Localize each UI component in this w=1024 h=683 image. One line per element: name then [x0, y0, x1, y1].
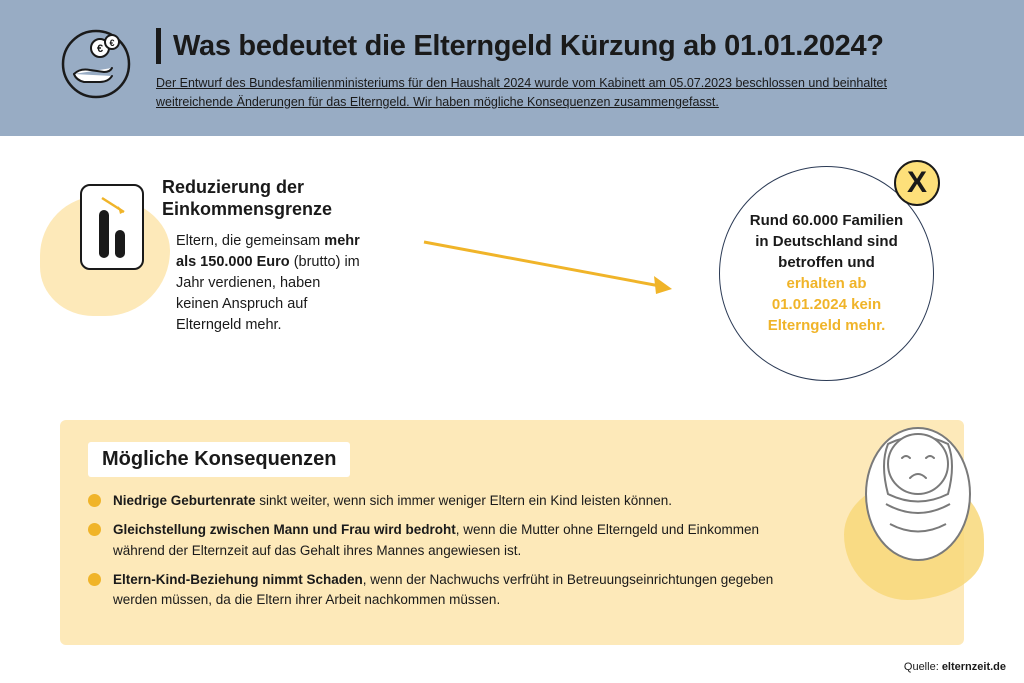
impact-circle: Rund 60.000 Familien in Deutschland sind… — [719, 166, 934, 381]
main-section: Reduzierung der Einkommensgrenze Eltern,… — [0, 136, 1024, 396]
reduction-title: Reduzierung der Einkommensgrenze — [162, 176, 432, 221]
bullet-icon — [88, 573, 101, 586]
source-credit: Quelle: elternzeit.de — [904, 661, 1006, 673]
bullet-icon — [88, 523, 101, 536]
hand-euro-icon: € € — [60, 28, 132, 100]
bullet-icon — [88, 494, 101, 507]
x-badge-icon: X — [894, 160, 940, 206]
page-subtitle: Der Entwurf des Bundesfamilienministeriu… — [156, 74, 964, 112]
header: € € Was bedeutet die Elterngeld Kürzung … — [0, 0, 1024, 136]
svg-text:€: € — [109, 38, 114, 48]
consequences-box: Mögliche Konsequenzen Niedrige Geburtenr… — [60, 420, 964, 645]
reduction-body: Eltern, die gemeinsam mehr als 150.000 E… — [162, 231, 362, 336]
list-item: Gleichstellung zwischen Mann und Frau wi… — [88, 520, 804, 561]
arrow-icon — [420, 234, 680, 304]
declining-bars-icon — [80, 184, 144, 270]
title-divider — [156, 28, 161, 64]
page-title: Was bedeutet die Elterngeld Kürzung ab 0… — [173, 30, 884, 63]
svg-text:€: € — [97, 43, 103, 55]
list-item: Eltern-Kind-Beziehung nimmt Schaden, wen… — [88, 570, 804, 611]
baby-icon — [848, 394, 988, 569]
consequences-list: Niedrige Geburtenrate sinkt weiter, wenn… — [88, 491, 804, 610]
list-item: Niedrige Geburtenrate sinkt weiter, wenn… — [88, 491, 804, 511]
consequences-title: Mögliche Konsequenzen — [102, 448, 336, 470]
